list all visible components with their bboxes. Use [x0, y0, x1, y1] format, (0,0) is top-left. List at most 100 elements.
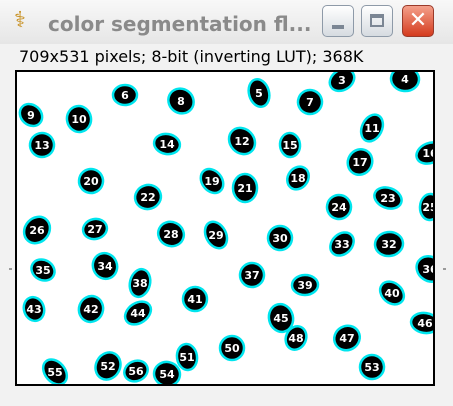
particle-blob	[266, 224, 294, 252]
particle-3: 3	[328, 72, 356, 93]
particle-label: 23	[380, 192, 395, 205]
particle-label: 33	[334, 238, 349, 251]
edge-marker	[9, 268, 12, 270]
particle-label: 52	[100, 360, 115, 373]
particle-label: 18	[290, 172, 305, 185]
particle-label: 14	[159, 138, 175, 151]
particle-37: 37	[238, 261, 266, 289]
particle-46: 46	[409, 311, 433, 335]
particle-blob	[156, 220, 186, 248]
particle-43: 43	[22, 295, 46, 323]
minimize-button[interactable]	[322, 5, 354, 37]
particle-blob	[332, 324, 362, 352]
minimize-icon	[332, 25, 344, 29]
particle-blob	[238, 261, 266, 289]
particle-47: 47	[332, 324, 362, 352]
particle-label: 41	[187, 293, 202, 306]
particle-blob	[41, 358, 69, 384]
particle-5: 5	[247, 78, 271, 108]
particle-label: 38	[132, 277, 147, 290]
particle-label: 43	[26, 303, 41, 316]
particle-blob	[30, 258, 56, 282]
window-title: color segmentation fl...	[48, 12, 312, 36]
particle-blob	[296, 88, 324, 116]
particle-label: 10	[71, 113, 87, 126]
particle-label: 16	[422, 147, 433, 160]
particle-label: 4	[401, 73, 409, 86]
particle-28: 28	[156, 220, 186, 248]
particle-19: 19	[199, 167, 225, 195]
particle-blob	[231, 172, 259, 204]
particle-blob	[389, 72, 421, 93]
particle-label: 40	[384, 287, 400, 300]
particle-label: 44	[130, 307, 146, 320]
particle-40: 40	[378, 280, 406, 306]
particle-29: 29	[203, 220, 229, 250]
particle-6: 6	[111, 83, 139, 107]
particle-label: 53	[364, 361, 379, 374]
particle-label: 35	[35, 264, 50, 277]
particle-20: 20	[77, 167, 105, 195]
microscope-icon: ⚕	[14, 8, 26, 33]
particle-8: 8	[167, 87, 195, 115]
particle-label: 13	[34, 139, 49, 152]
particle-9: 9	[18, 102, 44, 128]
particle-42: 42	[77, 294, 105, 324]
particle-blob	[218, 334, 246, 362]
particle-51: 51	[175, 342, 199, 372]
particle-25: 25	[418, 192, 433, 222]
particle-blob	[267, 302, 295, 334]
image-canvas[interactable]: 6857349101113141215171620192118222324252…	[15, 70, 435, 386]
particle-label: 30	[272, 232, 288, 245]
particle-label: 6	[121, 89, 129, 102]
maximize-button[interactable]	[361, 5, 393, 37]
particle-10: 10	[65, 104, 93, 134]
particle-24: 24	[325, 193, 353, 221]
particle-blob	[325, 193, 353, 221]
particle-label: 9	[27, 109, 35, 122]
particle-label: 54	[159, 368, 175, 381]
particle-label: 47	[339, 332, 354, 345]
particle-38: 38	[128, 267, 152, 299]
maximize-icon	[370, 14, 384, 27]
particle-overlay: 6857349101113141215171620192118222324252…	[18, 72, 433, 384]
particle-blob	[373, 230, 405, 258]
particle-48: 48	[284, 325, 308, 351]
particle-blob	[22, 215, 52, 245]
particle-45: 45	[267, 302, 295, 334]
particle-32: 32	[373, 230, 405, 258]
particle-blob	[123, 359, 149, 383]
particle-label: 50	[224, 342, 240, 355]
particle-blob	[94, 351, 122, 381]
particle-blob	[175, 342, 199, 372]
particle-blob	[81, 217, 109, 241]
particle-50: 50	[218, 334, 246, 362]
close-button[interactable]: ✕	[402, 5, 434, 37]
particle-label: 32	[381, 238, 396, 251]
particle-13: 13	[28, 131, 56, 159]
particle-blob	[284, 325, 308, 351]
particle-label: 56	[128, 365, 144, 378]
particle-21: 21	[231, 172, 259, 204]
particle-label: 46	[417, 317, 433, 330]
particle-11: 11	[359, 113, 385, 143]
particle-56: 56	[123, 359, 149, 383]
particle-label: 42	[83, 303, 98, 316]
particle-label: 19	[204, 175, 219, 188]
particle-label: 29	[208, 229, 223, 242]
particle-33: 33	[329, 231, 355, 257]
particle-blob	[199, 167, 225, 195]
particle-16: 16	[415, 141, 433, 165]
particle-blob	[329, 231, 355, 257]
particle-7: 7	[296, 88, 324, 116]
particle-label: 39	[297, 279, 312, 292]
particle-blob	[181, 285, 209, 313]
title-bar[interactable]: ⚕ color segmentation fl... ✕	[0, 0, 453, 44]
particle-label: 5	[255, 87, 263, 100]
particle-label: 34	[97, 260, 113, 273]
particle-44: 44	[123, 300, 153, 326]
particle-17: 17	[346, 148, 374, 176]
particle-4: 4	[389, 72, 421, 93]
particle-label: 3	[338, 74, 346, 87]
particle-blob	[346, 148, 374, 176]
